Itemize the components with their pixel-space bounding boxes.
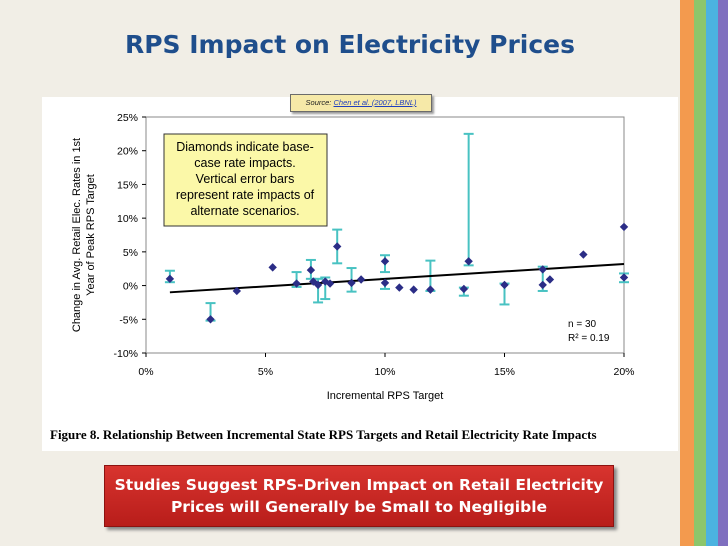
- figure-panel: 25% 20% 15% 10% 5% 0% -5% -10% 0% 5% 10% 15% 20% Di…: [42, 97, 678, 451]
- annotation-line-2: case rate impacts.: [194, 156, 295, 170]
- annotation-line-4: represent rate impacts of: [176, 188, 315, 202]
- data-point: [380, 278, 390, 288]
- stripe-orange: [680, 0, 694, 546]
- data-point: [464, 257, 473, 266]
- x-tick-label: 0%: [138, 366, 153, 378]
- x-tick-label: 5%: [258, 366, 273, 378]
- figure-caption: Figure 8. Relationship Between Increment…: [50, 427, 597, 442]
- y-tick-label: 25%: [117, 112, 138, 124]
- y-tick-label: 15%: [117, 179, 138, 191]
- data-point: [333, 242, 342, 251]
- data-point: [206, 315, 215, 324]
- slide-title: RPS Impact on Electricity Prices: [124, 30, 576, 59]
- decorative-stripes: [680, 0, 728, 546]
- y-tick-label: 10%: [117, 213, 138, 225]
- data-point: [409, 285, 418, 294]
- stripe-purple: [718, 0, 728, 546]
- annotation-line-5: alternate scenarios.: [190, 204, 299, 218]
- source-link[interactable]: Chen et al. (2007, LBNL): [333, 98, 417, 107]
- y-axis-ticks: 25% 20% 15% 10% 5% 0% -5% -10%: [113, 112, 146, 360]
- data-point: [268, 263, 277, 272]
- data-point: [347, 278, 356, 288]
- y-axis-label-line-1: Change in Avg. Retail Elec. Rates in 1st: [71, 138, 83, 332]
- data-point: [426, 285, 435, 294]
- data-point: [306, 265, 316, 275]
- y-tick-label: 5%: [123, 247, 138, 259]
- annotation-line-3: Vertical error bars: [196, 172, 295, 186]
- y-tick-label: -5%: [119, 314, 138, 326]
- y-axis-label-line-2: Year of Peak RPS Target: [85, 174, 97, 296]
- annotation-line-1: Diamonds indicate base-: [176, 140, 314, 154]
- x-axis-label: Incremental RPS Target: [327, 390, 444, 402]
- y-tick-label: 20%: [117, 146, 138, 158]
- scatter-chart: 25% 20% 15% 10% 5% 0% -5% -10% 0% 5% 10% 15% 20% Di…: [71, 112, 635, 402]
- data-point: [500, 280, 509, 290]
- data-point: [380, 257, 390, 266]
- x-axis-ticks: 0% 5% 10% 15% 20%: [138, 353, 635, 378]
- data-point: [619, 222, 629, 232]
- banner-line-1: Studies Suggest RPS-Driven Impact on Ret…: [114, 476, 604, 494]
- data-point: [619, 273, 629, 282]
- stats-r2: R² = 0.19: [568, 333, 610, 344]
- data-point: [579, 250, 588, 259]
- x-tick-label: 20%: [613, 366, 634, 378]
- data-point: [292, 279, 301, 288]
- data-point: [356, 275, 366, 284]
- banner-line-2: Prices will Generally be Small to Neglig…: [170, 498, 548, 516]
- stripe-blue: [706, 0, 718, 546]
- data-point: [232, 286, 242, 296]
- annotation-box: [163, 133, 328, 227]
- data-point: [538, 265, 547, 274]
- y-tick-label: 0%: [123, 281, 138, 293]
- stats-n: n = 30: [568, 319, 597, 330]
- conclusion-banner: Studies Suggest RPS-Driven Impact on Ret…: [104, 465, 614, 527]
- source-note: Source: Chen et al. (2007, LBNL): [290, 94, 432, 112]
- stripe-green: [694, 0, 706, 546]
- y-tick-label: -10%: [113, 348, 138, 360]
- data-point: [165, 274, 175, 284]
- data-point: [459, 284, 469, 294]
- data-point: [313, 280, 323, 290]
- source-prefix: Source:: [305, 98, 334, 107]
- data-point: [538, 280, 547, 290]
- x-tick-label: 15%: [494, 366, 515, 378]
- data-point: [395, 283, 404, 292]
- trend-line: [169, 262, 625, 294]
- data-point: [325, 279, 335, 288]
- x-tick-label: 10%: [374, 366, 395, 378]
- data-points: [165, 222, 629, 324]
